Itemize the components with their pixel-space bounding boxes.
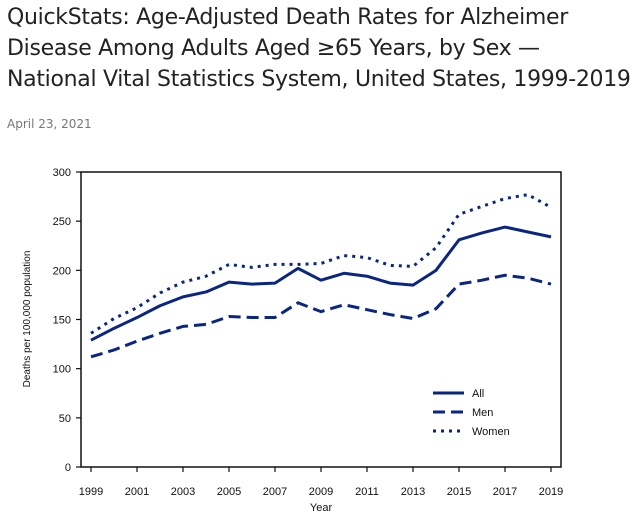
x-tick-label: 2009 xyxy=(309,486,333,498)
x-tick-label: 2017 xyxy=(493,486,517,498)
axes: 0 50 100 150 200 250 300 1999 2001 2003 2005 2007 20… xyxy=(53,167,564,498)
x-tick-label: 2015 xyxy=(447,486,471,498)
x-tick-label: 2003 xyxy=(171,486,195,498)
legend-label-women: Women xyxy=(472,426,510,438)
series-lines xyxy=(90,193,552,359)
series-line-all xyxy=(90,225,552,342)
legend-label-all: All xyxy=(472,388,484,400)
series-line-women xyxy=(90,193,552,335)
y-tick-label: 250 xyxy=(53,216,71,228)
plot-frame xyxy=(80,171,562,468)
x-tick-label: 2001 xyxy=(125,486,149,498)
x-tick-label: 2019 xyxy=(539,486,563,498)
x-tick-label: 2007 xyxy=(263,486,287,498)
page-title: QuickStats: Age-Adjusted Death Rates for… xyxy=(7,5,631,92)
y-tick-label: 100 xyxy=(53,364,71,376)
y-tick-label: 200 xyxy=(53,265,71,277)
y-tick-label: 50 xyxy=(59,413,71,425)
x-tick-label: 2005 xyxy=(217,486,241,498)
y-axis-label: Deaths per 100,000 population xyxy=(22,251,33,388)
x-tick-label: 2011 xyxy=(355,486,379,498)
y-tick-label: 150 xyxy=(53,315,71,327)
legend-label-men: Men xyxy=(472,407,493,419)
publish-date: April 23, 2021 xyxy=(7,117,92,131)
x-tick-label: 1999 xyxy=(79,486,103,498)
series-line-men xyxy=(90,273,552,359)
x-tick-label: 2013 xyxy=(401,486,425,498)
y-tick-label: 300 xyxy=(53,167,71,179)
legend: All Men Women xyxy=(433,388,510,438)
x-axis-label: Year xyxy=(310,502,333,514)
y-tick-label: 0 xyxy=(65,462,71,474)
